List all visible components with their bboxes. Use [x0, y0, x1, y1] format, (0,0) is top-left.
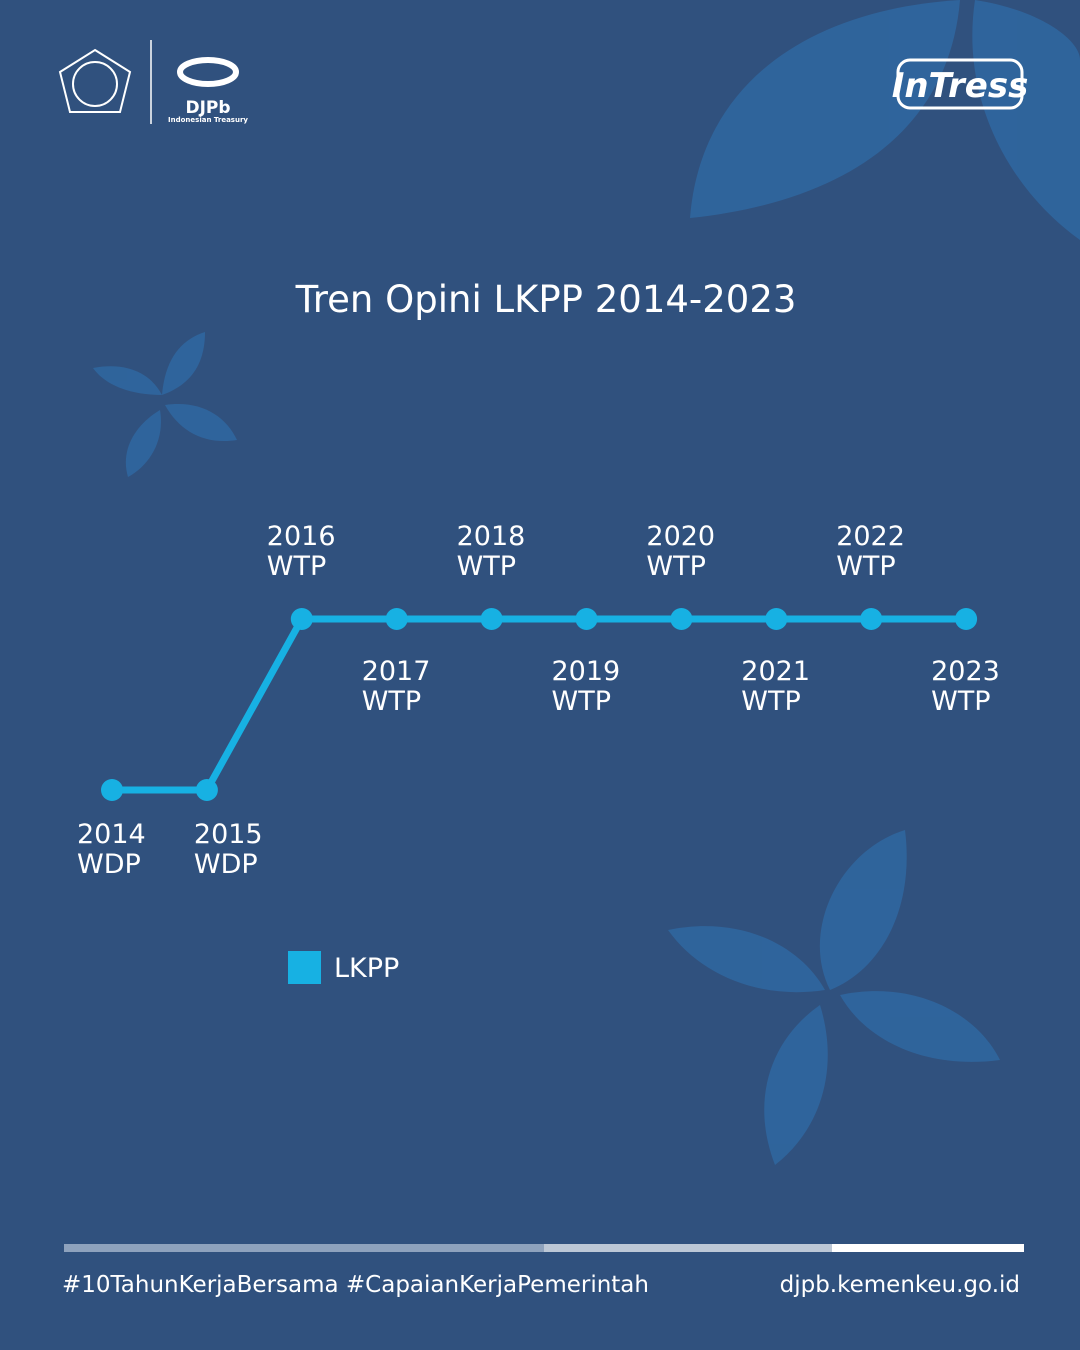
emblem — [58, 48, 132, 113]
point — [575, 608, 598, 630]
intress-logo: InTress — [892, 66, 1029, 106]
x-label: 2020 — [646, 521, 715, 552]
value-label: WDP — [77, 849, 141, 880]
value-label: WDP — [194, 849, 258, 880]
intress-frame — [896, 58, 1024, 110]
url: djpb.kemenkeu.go.id — [780, 1272, 1020, 1298]
chart-title: Tren Opini LKPP 2014-2023 — [295, 278, 797, 321]
value-label: WTP — [267, 551, 326, 582]
djpb-mark — [177, 57, 239, 87]
point — [765, 608, 788, 630]
point — [195, 779, 218, 801]
value-label: WTP — [931, 686, 990, 717]
point — [860, 608, 883, 630]
brand: DJPb — [185, 98, 230, 118]
point — [480, 608, 503, 630]
brand-sub: Indonesian Treasury — [168, 116, 248, 124]
value-label: WTP — [836, 551, 895, 582]
point — [670, 608, 693, 630]
legend-label: LKPP — [334, 953, 399, 984]
x-label: 2023 — [931, 656, 1000, 687]
x-label: 2016 — [267, 521, 336, 552]
decoration — [93, 0, 1080, 1165]
value-label: WTP — [741, 686, 800, 717]
x-label: 2022 — [836, 521, 905, 552]
x-label: 2014 — [77, 819, 146, 850]
x-label: 2018 — [457, 521, 526, 552]
point — [385, 608, 408, 630]
value-label: WTP — [552, 686, 611, 717]
point — [101, 779, 123, 801]
x-label: 2017 — [362, 656, 431, 687]
x-label: 2015 — [194, 819, 263, 850]
x-label: 2019 — [552, 656, 621, 687]
hashtags: #10TahunKerjaBersama #CapaianKerjaPemeri… — [62, 1272, 649, 1298]
x-label: 2021 — [741, 656, 810, 687]
footer-bar — [832, 1244, 1024, 1252]
plot: 2014WDP2015WDP2016WTP2017WTP2018WTP2019W… — [77, 521, 1000, 984]
point — [290, 608, 313, 630]
point — [955, 608, 978, 630]
value-label: WTP — [457, 551, 516, 582]
series-line — [112, 615, 967, 794]
legend-swatch — [288, 951, 321, 984]
value-label: WTP — [646, 551, 705, 582]
footer-bar — [544, 1244, 832, 1252]
footer-bar — [64, 1244, 544, 1252]
value-label: WTP — [362, 686, 421, 717]
